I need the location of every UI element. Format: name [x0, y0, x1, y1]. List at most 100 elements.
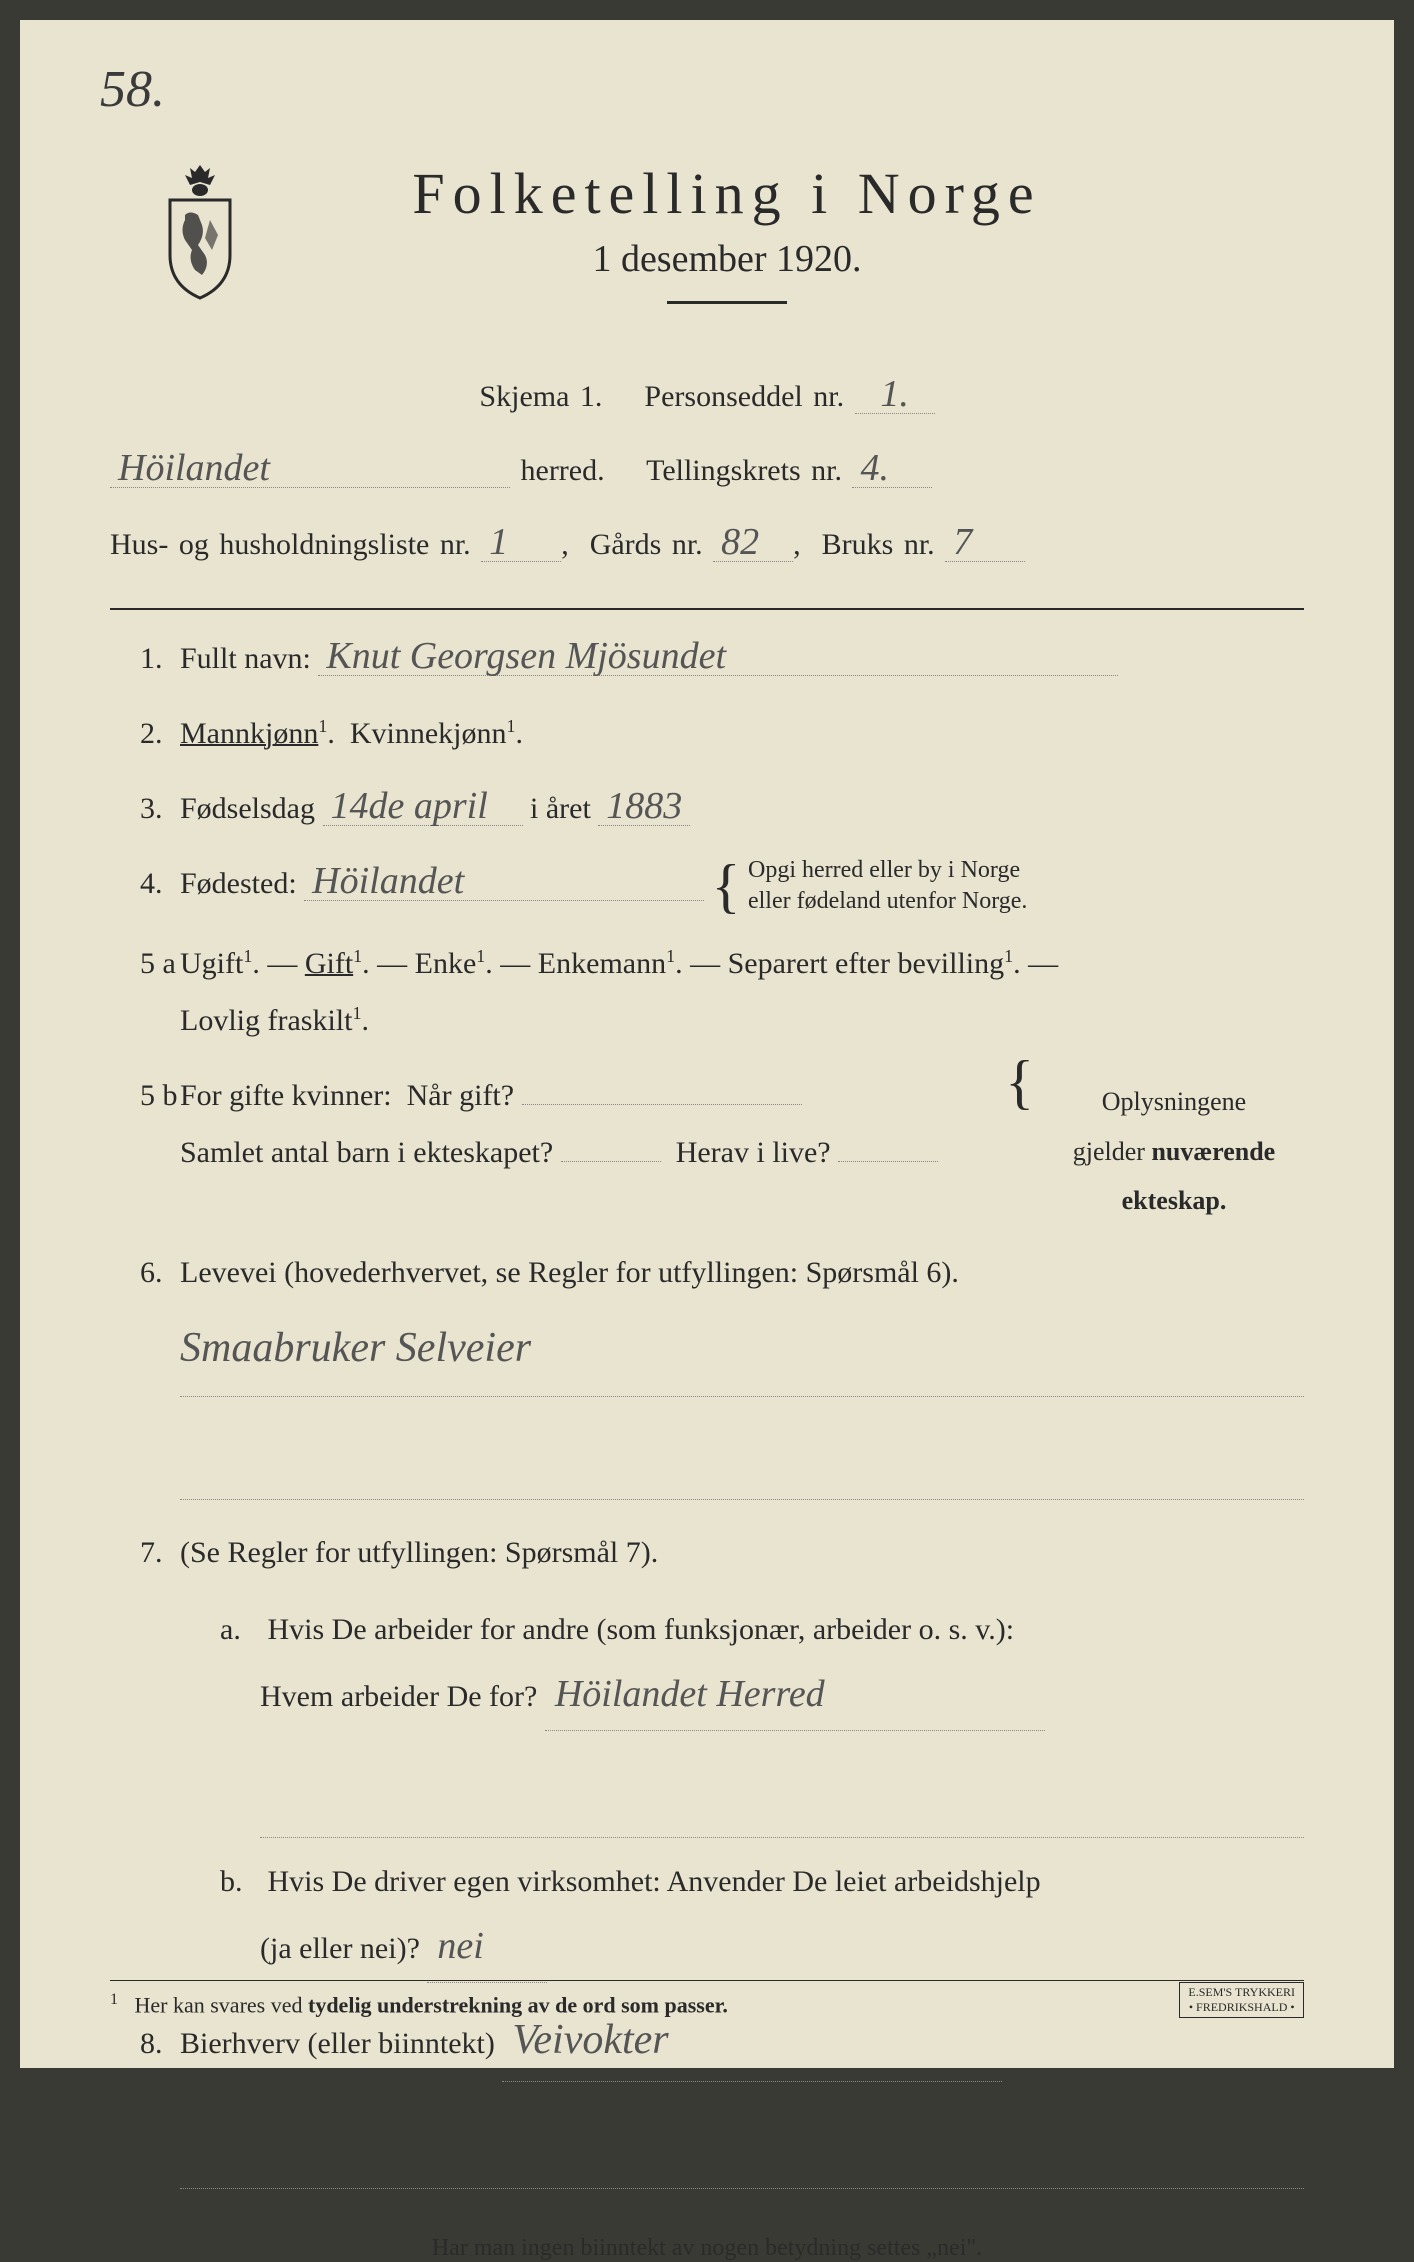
coat-of-arms-icon: [150, 160, 250, 300]
q5a-lovlig: Lovlig fraskilt: [180, 1004, 352, 1037]
q1-body: Fullt navn: Knut Georgsen Mjösundet: [180, 630, 1304, 687]
herred-value: Höilandet: [110, 449, 510, 488]
hus-value: 1: [481, 523, 561, 562]
tellingskrets-value: 4.: [852, 449, 932, 488]
q7a-letter: a.: [220, 1601, 260, 1658]
header: Folketelling i Norge 1 desember 1920.: [110, 160, 1304, 334]
q4-note: Opgi herred eller by i Norge eller fødel…: [748, 855, 1027, 917]
q5b-note2: gjelder nuværende: [1073, 1137, 1275, 1166]
brace-icon: {: [712, 871, 741, 901]
q1-value: Knut Georgsen Mjösundet: [318, 637, 1118, 676]
q5b-side-note: Oplysningene gjelder nuværende ekteskap.: [1044, 1077, 1304, 1225]
q6-body: Levevei (hovederhvervet, se Regler for u…: [180, 1244, 1304, 1507]
q3-day: 14de april: [323, 787, 523, 826]
herred-label: herred.: [521, 454, 605, 487]
q5a-gift: Gift: [305, 947, 353, 980]
q5b-nargift: Når gift?: [407, 1079, 514, 1112]
q7b-line2-label: (ja eller nei)?: [220, 1932, 420, 1965]
q7a-line2-label: Hvem arbeider De for?: [220, 1680, 537, 1713]
q3-label: Fødselsdag: [180, 792, 315, 825]
printer-mark: E.SEM'S TRYKKERI • FREDRIKSHALD •: [1179, 1982, 1304, 2018]
q5b-herav: Herav i live?: [676, 1136, 831, 1169]
bruks-label: Bruks nr.: [822, 528, 935, 561]
q7-body: (Se Regler for utfyllingen: Spørsmål 7).…: [180, 1524, 1304, 1983]
q6-value: Smaabruker Selveier: [180, 1301, 1304, 1398]
q2-mannkjonn: Mannkjønn: [180, 717, 318, 750]
q5b-num: 5 b: [110, 1079, 180, 1113]
question-7: 7. (Se Regler for utfyllingen: Spørsmål …: [110, 1524, 1304, 1983]
question-5b: 5 b Oplysningene gjelder nuværende ektes…: [110, 1067, 1304, 1225]
q7a: a. Hvis De arbeider for andre (som funks…: [180, 1601, 1304, 1838]
footnote-text: Her kan svares ved tydelig understreknin…: [135, 1992, 728, 2017]
q5a-ugift: Ugift: [180, 947, 243, 980]
question-1: 1. Fullt navn: Knut Georgsen Mjösundet: [110, 630, 1304, 687]
personseddel-value: 1.: [855, 375, 935, 414]
shield-svg: [150, 160, 250, 300]
q5b-note1: Oplysningene: [1102, 1087, 1246, 1116]
sup-1: 1: [318, 716, 327, 736]
q8-label: Bierhverv (eller biinntekt): [180, 2027, 495, 2060]
main-title: Folketelling i Norge: [290, 160, 1164, 227]
footnote-num: 1: [110, 1991, 118, 2008]
printer-line2: • FREDRIKSHALD •: [1189, 2000, 1295, 2014]
subtitle: 1 desember 1920.: [290, 237, 1164, 281]
section-divider: [110, 608, 1304, 610]
q5a-enkemann: Enkemann: [538, 947, 666, 980]
bruks-value: 7: [945, 523, 1025, 562]
footnote: 1 Her kan svares ved tydelig understrekn…: [110, 1980, 1304, 2018]
q5a-num: 5 a: [110, 947, 180, 981]
q7b: b. Hvis De driver egen virksomhet: Anven…: [180, 1853, 1304, 1983]
q2-kvinnekjonn: Kvinnekjønn: [350, 717, 507, 750]
q3-year-label: i året: [530, 792, 591, 825]
q5a-separert: Separert efter bevilling: [728, 947, 1005, 980]
q7b-letter: b.: [220, 1853, 260, 1910]
sup-2: 1: [506, 716, 515, 736]
q7-label: (Se Regler for utfyllingen: Spørsmål 7).: [180, 1536, 658, 1569]
q4-label: Fødested:: [180, 867, 297, 900]
personseddel-label: Personseddel nr.: [644, 380, 844, 413]
q5b-blank1: [522, 1104, 802, 1105]
q1-num: 1.: [110, 642, 180, 676]
q4-note-1: Opgi herred eller by i Norge: [748, 857, 1020, 883]
q5b-samlet: Samlet antal barn i ekteskapet?: [180, 1136, 553, 1169]
footer-note: Har man ingen biinntekt av nogen betydni…: [110, 2235, 1304, 2262]
q3-num: 3.: [110, 792, 180, 826]
gards-label: Gårds nr.: [590, 528, 703, 561]
q5b-body: Oplysningene gjelder nuværende ekteskap.…: [180, 1067, 1304, 1225]
question-4: 4. Fødested: Höilandet { Opgi herred ell…: [110, 855, 1304, 917]
skjema-line: Skjema 1. Personseddel nr. 1.: [110, 364, 1304, 430]
q4-note-2: eller fødeland utenfor Norge.: [748, 888, 1027, 914]
title-block: Folketelling i Norge 1 desember 1920.: [290, 160, 1304, 334]
q8-blank: [180, 2092, 1304, 2189]
question-8: 8. Bierhverv (eller biinntekt) Veivokter: [110, 2001, 1304, 2195]
question-5a: 5 a Ugift1. — Gift1. — Enke1. — Enkemann…: [110, 935, 1304, 1049]
q8-body: Bierhverv (eller biinntekt) Veivokter: [180, 2001, 1304, 2195]
title-divider: [667, 301, 787, 304]
q6-label: Levevei (hovederhvervet, se Regler for u…: [180, 1256, 959, 1289]
gards-value: 82: [713, 523, 793, 562]
q5b-label: For gifte kvinner:: [180, 1079, 392, 1112]
q2-num: 2.: [110, 717, 180, 751]
hus-line: Hus- og husholdningsliste nr. 1, Gårds n…: [110, 512, 1304, 578]
q6-num: 6.: [110, 1256, 180, 1290]
q7a-value: Höilandet Herred: [545, 1658, 1045, 1731]
q5a-body: Ugift1. — Gift1. — Enke1. — Enkemann1. —…: [180, 935, 1304, 1049]
q3-body: Fødselsdag 14de april i året 1883: [180, 780, 1304, 837]
q3-year: 1883: [598, 787, 690, 826]
brace2-icon: {: [1005, 1067, 1034, 1097]
page-number: 58.: [100, 60, 165, 119]
q4-num: 4.: [110, 867, 180, 901]
tellingskrets-label: Tellingskrets nr.: [646, 454, 842, 487]
q7a-line1: Hvis De arbeider for andre (som funksjon…: [268, 1613, 1015, 1646]
q1-label: Fullt navn:: [180, 642, 311, 675]
question-6: 6. Levevei (hovederhvervet, se Regler fo…: [110, 1244, 1304, 1507]
hus-label: Hus- og husholdningsliste nr.: [110, 528, 471, 561]
q5a-enke: Enke: [415, 947, 477, 980]
q4-value: Höilandet: [304, 862, 704, 901]
q7b-line1: Hvis De driver egen virksomhet: Anvender…: [268, 1865, 1041, 1898]
census-form-page: 58. Folketelling i Norge 1 desember 1920…: [20, 20, 1394, 2068]
skjema-label: Skjema 1.: [479, 380, 602, 413]
q4-body: Fødested: Höilandet { Opgi herred eller …: [180, 855, 1304, 917]
printer-line1: E.SEM'S TRYKKERI: [1188, 1985, 1295, 1999]
herred-line: Höilandet herred. Tellingskrets nr. 4.: [110, 438, 1304, 504]
